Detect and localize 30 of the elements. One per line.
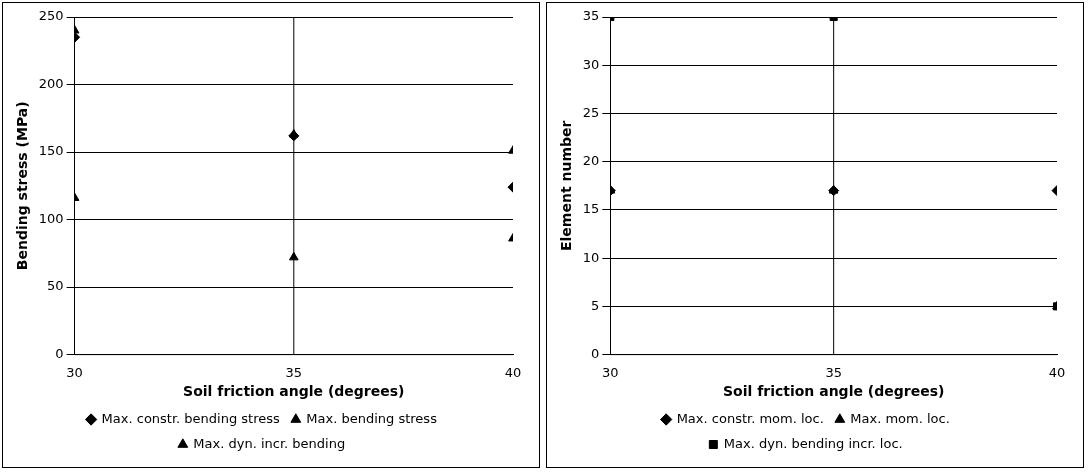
legend-label: Max. constr. bending stress — [101, 410, 281, 426]
y-axis-title: Element number — [558, 120, 575, 252]
x-tick-label: 30 — [602, 364, 619, 380]
y-tick-label: 20 — [582, 153, 600, 169]
y-tick-label: 0 — [55, 345, 64, 361]
y-tick-label: 25 — [582, 104, 600, 120]
y-tick-label: 15 — [582, 201, 600, 217]
legend-label: Max. constr. mom. loc. — [676, 410, 824, 426]
y-tick-label: 200 — [38, 75, 64, 91]
y-tick-label: 30 — [582, 56, 600, 72]
x-axis-title: Soil friction angle (degrees) — [722, 383, 945, 400]
y-tick-label: 5 — [591, 297, 600, 313]
x-tick-label: 35 — [285, 364, 303, 380]
legend-label: Max. mom. loc. — [850, 410, 950, 426]
x-tick-label: 40 — [1048, 364, 1066, 380]
y-tick-label: 150 — [38, 143, 64, 159]
y-tick-label: 0 — [591, 345, 600, 361]
legend-label: Max. dyn. bending incr. loc. — [723, 435, 903, 451]
x-tick-label: 30 — [66, 364, 83, 380]
x-axis-title: Soil friction angle (degrees) — [183, 383, 405, 400]
legend-label: Max. dyn. incr. bending — [193, 435, 346, 451]
legend-label: Max. bending stress — [306, 410, 438, 426]
x-tick-label: 35 — [825, 364, 842, 380]
y-tick-label: 250 — [38, 8, 64, 24]
y-tick-label: 35 — [582, 8, 600, 24]
y-tick-label: 50 — [47, 278, 64, 294]
y-tick-label: 100 — [38, 210, 64, 226]
y-axis-title: Bending stress (MPa) — [14, 101, 31, 271]
x-tick-label: 40 — [504, 364, 522, 380]
y-tick-label: 10 — [582, 249, 600, 265]
